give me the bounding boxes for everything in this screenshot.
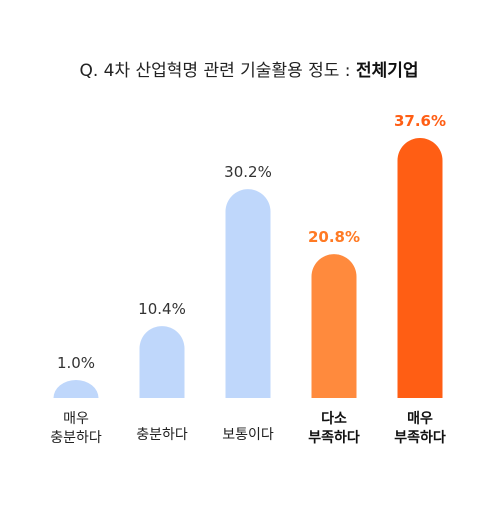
bar-3: [225, 189, 271, 398]
category-label-5-line-1: 매우: [407, 411, 433, 427]
category-label-4-line-1: 다소: [321, 411, 347, 427]
value-label-4: 20.8%: [308, 228, 360, 246]
bar-2: [139, 326, 185, 398]
value-label-3: 30.2%: [224, 163, 272, 181]
category-label-4-line-2: 부족하다: [308, 429, 360, 446]
chart-title-emphasis: 전체기업: [355, 61, 419, 81]
category-label-2-line-1: 충분하다: [136, 427, 188, 443]
value-label-1: 1.0%: [57, 354, 95, 372]
category-label-1-line-2: 충분하다: [50, 430, 102, 446]
value-label-5: 37.6%: [394, 112, 446, 130]
bar-1: [53, 380, 99, 398]
value-label-2: 10.4%: [138, 300, 186, 318]
category-label-5-line-2: 부족하다: [394, 429, 446, 446]
bar-4: [311, 254, 357, 398]
bar-5: [397, 138, 443, 399]
category-label-3-line-1: 보통이다: [222, 427, 274, 443]
chart-title: Q. 4차 산업혁명 관련 기술활용 정도 : 전체기업: [0, 56, 498, 81]
category-label-1-line-1: 매우: [63, 411, 89, 427]
chart-title-question: Q. 4차 산업혁명 관련 기술활용 정도 :: [79, 61, 356, 81]
